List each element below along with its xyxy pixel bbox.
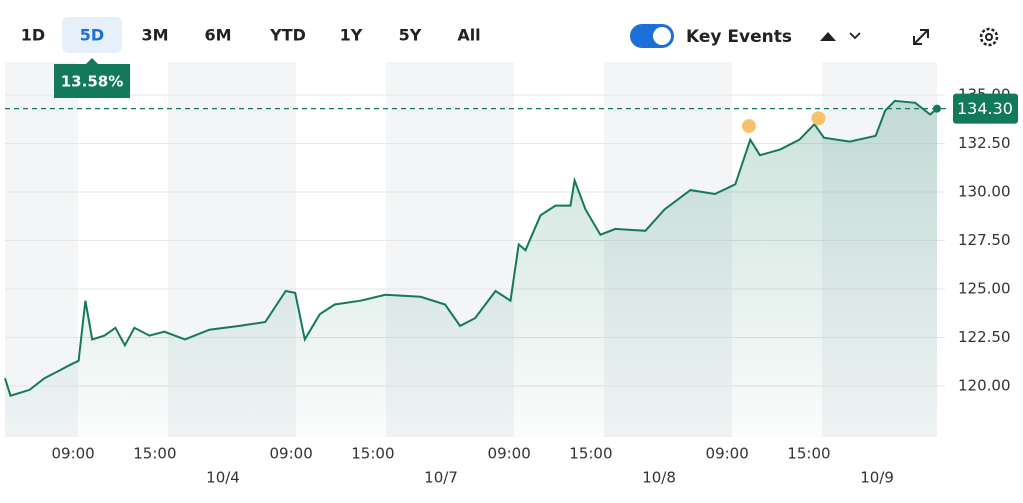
y-tick-label: 125.00: [958, 280, 1011, 298]
range-button[interactable]: YTD: [269, 26, 306, 45]
range-button[interactable]: 1D: [21, 26, 45, 45]
key-event: [741, 119, 756, 134]
y-tick-label: 127.50: [958, 231, 1011, 249]
change-label: 13.58%: [61, 73, 123, 91]
change-badge: [54, 58, 130, 98]
date-tick-label: 10/9: [860, 469, 894, 487]
y-tick-label: 132.50: [958, 134, 1011, 152]
range-button[interactable]: All: [457, 26, 480, 45]
x-tick-label: 15:00: [569, 445, 612, 463]
date-tick-label: 10/7: [424, 469, 458, 487]
x-tick-label: 09:00: [270, 445, 313, 463]
settings-icon-center: [985, 33, 993, 41]
y-tick-label: 130.00: [958, 183, 1011, 201]
last-price-label: 134.30: [957, 99, 1013, 118]
x-tick-label: 15:00: [351, 445, 394, 463]
last-point: [933, 104, 941, 113]
y-tick-label: 122.50: [958, 328, 1011, 346]
range-button[interactable]: 5D: [80, 26, 104, 45]
range-button[interactable]: 1Y: [340, 26, 363, 45]
x-tick-label: 15:00: [787, 445, 830, 463]
selected-range-bg: [62, 17, 122, 53]
date-tick-label: 10/4: [206, 469, 240, 487]
x-tick-label: 09:00: [52, 445, 95, 463]
date-tick-label: 10/8: [642, 469, 676, 487]
price-line: [4, 99, 938, 397]
y-tick-label: 120.00: [958, 376, 1011, 394]
price-area: [5, 100, 937, 438]
toggle-knob: [653, 27, 671, 45]
x-tick-label: 09:00: [488, 445, 531, 463]
x-tick-label: 09:00: [706, 445, 749, 463]
toggle-label: Key Events: [686, 27, 792, 47]
settings-icon[interactable]: [979, 27, 999, 47]
expand-icon[interactable]: [913, 29, 929, 45]
range-button[interactable]: 3M: [141, 26, 168, 45]
range-button[interactable]: 6M: [204, 26, 231, 45]
dropdown-icon[interactable]: [849, 32, 861, 40]
x-tick-label: 15:00: [133, 445, 176, 463]
last-price-badge: [953, 93, 1018, 124]
range-button[interactable]: 5Y: [399, 26, 422, 45]
chart-type-icon[interactable]: [820, 32, 836, 41]
key-event: [811, 111, 826, 126]
